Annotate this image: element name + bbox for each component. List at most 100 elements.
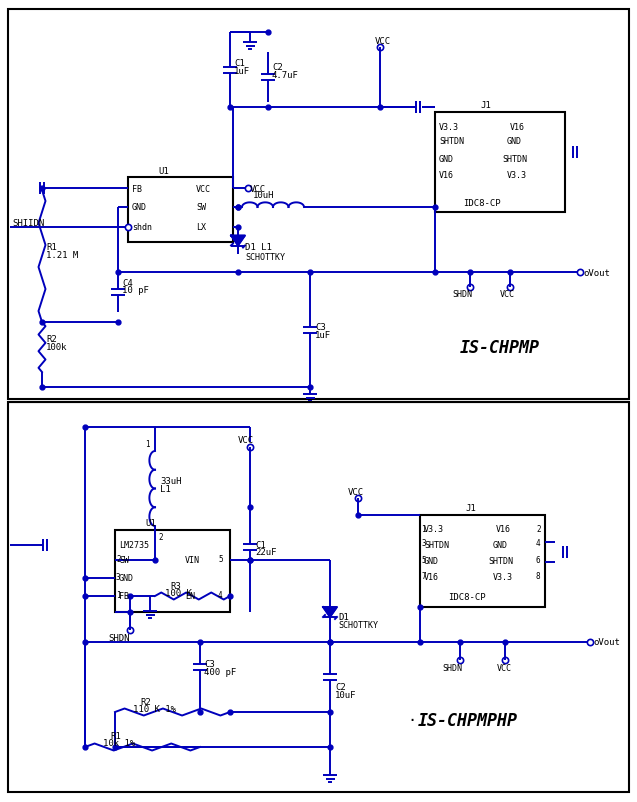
Text: LM2735: LM2735: [119, 540, 149, 549]
Text: GND: GND: [424, 557, 439, 565]
Text: 22uF: 22uF: [255, 548, 276, 557]
Text: D1 L1: D1 L1: [245, 243, 272, 252]
Text: IS-CHPMP: IS-CHPMP: [460, 338, 540, 357]
Text: 3: 3: [421, 539, 426, 548]
Text: shdn: shdn: [132, 223, 152, 233]
Polygon shape: [231, 237, 245, 246]
Text: 3: 3: [116, 573, 120, 581]
Text: R1: R1: [46, 243, 57, 252]
Text: 4: 4: [536, 539, 541, 548]
Text: SCHOTTKY: SCHOTTKY: [338, 621, 378, 630]
Text: GND: GND: [119, 573, 134, 583]
Text: GND: GND: [493, 540, 508, 549]
Text: GND: GND: [132, 203, 147, 213]
Text: V3.3: V3.3: [424, 525, 444, 534]
Text: 100k: 100k: [46, 343, 68, 352]
Text: R2: R2: [140, 698, 151, 707]
Text: 33uH: 33uH: [160, 476, 182, 485]
Text: 10uF: 10uF: [335, 691, 357, 699]
Text: 1uF: 1uF: [234, 67, 250, 75]
Text: 10k 1%: 10k 1%: [103, 739, 135, 747]
Text: GND: GND: [507, 137, 522, 146]
Text: 1.21 M: 1.21 M: [46, 251, 78, 260]
Text: oVout: oVout: [593, 638, 620, 646]
Text: V3.3: V3.3: [493, 573, 513, 581]
Text: C2: C2: [272, 63, 283, 72]
Text: SCHOTTKY: SCHOTTKY: [245, 253, 285, 262]
Text: SW: SW: [196, 203, 206, 213]
Text: C3: C3: [315, 323, 326, 332]
Bar: [420, 516, 545, 607]
Text: C4: C4: [122, 278, 132, 287]
Text: 4.7uF: 4.7uF: [272, 71, 299, 80]
Text: 1: 1: [421, 524, 426, 533]
Text: SHTDN: SHTDN: [488, 557, 513, 565]
Text: U1: U1: [145, 519, 156, 528]
Text: ·: ·: [407, 713, 416, 727]
Text: J1: J1: [465, 504, 476, 512]
Text: V16: V16: [510, 123, 525, 132]
Text: VCC: VCC: [500, 290, 515, 299]
Text: R1: R1: [110, 731, 121, 740]
Bar: [115, 530, 230, 612]
Text: VCC: VCC: [238, 436, 254, 445]
Text: 100 K: 100 K: [165, 589, 192, 597]
Text: 2: 2: [536, 524, 541, 533]
Text: V16: V16: [424, 573, 439, 581]
Text: 1: 1: [116, 591, 120, 600]
Text: VCC: VCC: [196, 184, 211, 193]
Polygon shape: [323, 607, 337, 618]
Text: C3: C3: [204, 660, 215, 669]
Text: IS-CHPMPHP: IS-CHPMPHP: [418, 711, 518, 729]
Text: 4: 4: [218, 591, 222, 600]
Text: V16: V16: [496, 525, 511, 534]
Text: L1: L1: [160, 484, 171, 493]
Text: SW: SW: [119, 556, 129, 565]
Text: R2: R2: [46, 335, 57, 344]
Text: IDC8-CP: IDC8-CP: [448, 593, 485, 602]
Text: VCC: VCC: [375, 36, 391, 46]
Text: 2: 2: [116, 555, 120, 564]
Text: C1: C1: [234, 59, 245, 67]
Text: 10uH: 10uH: [253, 191, 275, 200]
Text: IDC8-CP: IDC8-CP: [463, 198, 501, 207]
Bar: [128, 178, 233, 243]
Text: U1: U1: [158, 166, 169, 176]
Text: LX: LX: [196, 223, 206, 233]
Text: R3: R3: [170, 581, 181, 591]
Text: VCC: VCC: [348, 488, 364, 497]
Text: 1uF: 1uF: [315, 331, 331, 340]
Text: 2: 2: [158, 532, 162, 541]
Text: 10 pF: 10 pF: [122, 286, 149, 295]
Text: SHDN: SHDN: [452, 290, 472, 299]
Text: V16: V16: [439, 170, 454, 180]
Text: VCC: VCC: [497, 664, 512, 673]
Text: EN: EN: [185, 592, 195, 601]
Text: 400 pF: 400 pF: [204, 668, 236, 677]
Text: FB: FB: [132, 184, 142, 193]
Bar: [435, 113, 565, 213]
Text: SHDN: SHDN: [108, 634, 129, 642]
Text: J1: J1: [480, 101, 490, 111]
Text: 8: 8: [536, 572, 541, 581]
Text: 5: 5: [421, 556, 426, 565]
Text: 1: 1: [145, 440, 150, 449]
Text: 110 K 1%: 110 K 1%: [133, 705, 176, 714]
Text: FB: FB: [119, 592, 129, 601]
Text: V3.3: V3.3: [507, 170, 527, 180]
Text: 5: 5: [218, 555, 222, 564]
Text: D1: D1: [338, 613, 348, 622]
Text: C1: C1: [255, 540, 266, 549]
Text: 6: 6: [536, 556, 541, 565]
Text: SHTDN: SHTDN: [439, 137, 464, 146]
Text: oVout: oVout: [583, 268, 610, 277]
Text: VIN: VIN: [185, 556, 200, 565]
Text: SHDN: SHDN: [442, 664, 462, 673]
Text: VCC: VCC: [250, 184, 266, 193]
Text: 7: 7: [421, 572, 426, 581]
Text: C2: C2: [335, 683, 346, 691]
Text: V3.3: V3.3: [439, 123, 459, 132]
Text: SHIIDN: SHIIDN: [12, 219, 44, 229]
Text: GND: GND: [439, 154, 454, 164]
Text: SHTDN: SHTDN: [424, 540, 449, 549]
